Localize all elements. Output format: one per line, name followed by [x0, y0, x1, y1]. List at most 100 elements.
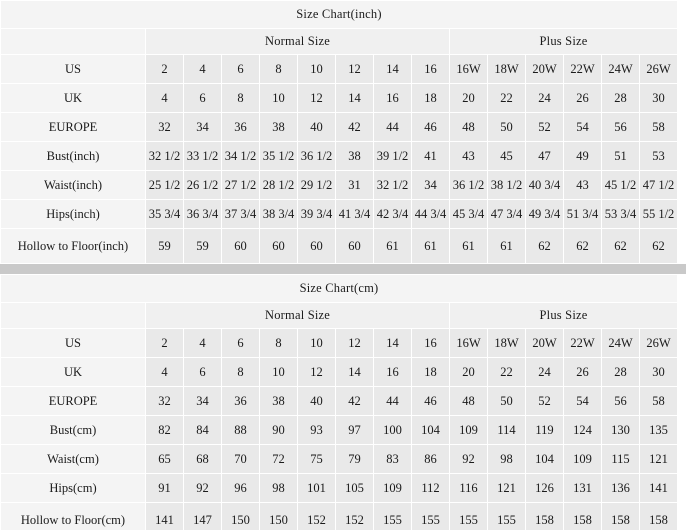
table-cell: 49	[563, 141, 602, 171]
table-cell: 38 3/4	[259, 199, 298, 229]
table-cell: 104	[525, 444, 564, 474]
group-header-corner	[0, 28, 146, 55]
table-cell: 2	[145, 54, 184, 84]
table-cell: 18	[411, 357, 450, 387]
table-cell: 16	[411, 328, 450, 358]
table-cell: 61	[373, 228, 412, 264]
chart-title-row: Size Chart(inch)	[0, 0, 678, 29]
table-cell: 46	[411, 112, 450, 142]
table-cell: 155	[411, 502, 450, 530]
group-header-row: Normal Size Plus Size	[0, 28, 678, 55]
table-cell: 121	[639, 444, 678, 474]
table-cell: 61	[449, 228, 488, 264]
table-cell: 39 3/4	[297, 199, 336, 229]
group-header-plus-size: Plus Size	[449, 302, 678, 329]
table-cell: 109	[563, 444, 602, 474]
table-row: Bust(inch) 32 1/2 33 1/2 34 1/2 35 1/2 36 1/2…	[0, 141, 678, 171]
table-cell: 16W	[449, 328, 488, 358]
table-cell: 24	[525, 83, 564, 113]
table-cell: 40	[297, 386, 336, 416]
table-cell: 38	[335, 141, 374, 171]
table-cell: 97	[335, 415, 374, 445]
table-cell: 115	[601, 444, 640, 474]
table-cell: 70	[221, 444, 260, 474]
table-cell: 116	[449, 473, 488, 503]
chart-title: Size Chart(cm)	[0, 274, 678, 303]
table-cell: 55 1/2	[639, 199, 678, 229]
table-cell: 33 1/2	[183, 141, 222, 171]
table-cell: 44	[373, 386, 412, 416]
table-cell: 90	[259, 415, 298, 445]
table-cell: 35 3/4	[145, 199, 184, 229]
table-cell: 48	[449, 112, 488, 142]
table-row: US 2 4 6 8 10 12 14 16 16W 18W 20W 22W 24W 26W	[0, 328, 678, 358]
chart-separator	[0, 264, 686, 274]
table-cell: 26	[563, 83, 602, 113]
table-cell: 12	[335, 328, 374, 358]
table-cell: 60	[335, 228, 374, 264]
table-cell: 2	[145, 328, 184, 358]
table-cell: 20	[449, 83, 488, 113]
table-cell: 112	[411, 473, 450, 503]
table-row: Hollow to Floor(inch) 59 59 60 60 60 60 61 61 61 6…	[0, 228, 678, 264]
table-cell: 45 1/2	[601, 170, 640, 200]
table-cell: 28 1/2	[259, 170, 298, 200]
table-cell: 18W	[487, 54, 526, 84]
table-cell: 20	[449, 357, 488, 387]
table-cell: 109	[373, 473, 412, 503]
table-cell: 155	[487, 502, 526, 530]
table-cell: 34	[183, 112, 222, 142]
table-cell: 58	[639, 386, 678, 416]
table-cell: 141	[145, 502, 184, 530]
table-cell: 22W	[563, 54, 602, 84]
table-cell: 130	[601, 415, 640, 445]
table-cell: 147	[183, 502, 222, 530]
table-cell: 26W	[639, 54, 678, 84]
table-cell: 56	[601, 112, 640, 142]
table-cell: 36 1/2	[449, 170, 488, 200]
table-cell: 155	[449, 502, 488, 530]
size-chart-cm-table: Size Chart(cm) Normal Size Plus Size US 2 4 6 8…	[0, 274, 678, 530]
table-cell: 60	[259, 228, 298, 264]
table-cell: 20W	[525, 54, 564, 84]
table-cell: 42	[335, 112, 374, 142]
table-cell: 42	[335, 386, 374, 416]
table-cell: 24W	[601, 54, 640, 84]
table-cell: 93	[297, 415, 336, 445]
table-cell: 135	[639, 415, 678, 445]
table-cell: 43	[449, 141, 488, 171]
table-cell: 14	[335, 83, 374, 113]
table-cell: 47 3/4	[487, 199, 526, 229]
table-cell: 31	[335, 170, 374, 200]
table-cell: 12	[335, 54, 374, 84]
table-cell: 62	[601, 228, 640, 264]
table-cell: 10	[297, 54, 336, 84]
table-cell: 20W	[525, 328, 564, 358]
table-row: US 2 4 6 8 10 12 14 16 16W 18W 20W 22W 24W 26W	[0, 54, 678, 84]
row-label: Hips(cm)	[0, 473, 146, 503]
table-cell: 6	[221, 54, 260, 84]
table-cell: 29 1/2	[297, 170, 336, 200]
row-label: UK	[0, 83, 146, 113]
table-cell: 34	[183, 386, 222, 416]
table-cell: 22	[487, 83, 526, 113]
table-row: Hollow to Floor(cm) 141 147 150 150 152 152 155…	[0, 502, 678, 530]
table-cell: 101	[297, 473, 336, 503]
table-cell: 10	[259, 357, 298, 387]
row-label: EUROPE	[0, 386, 146, 416]
table-cell: 24W	[601, 328, 640, 358]
table-cell: 16	[411, 54, 450, 84]
table-cell: 4	[145, 357, 184, 387]
table-cell: 32 1/2	[145, 141, 184, 171]
table-cell: 4	[183, 328, 222, 358]
table-cell: 4	[183, 54, 222, 84]
group-header-corner	[0, 302, 146, 329]
table-cell: 121	[487, 473, 526, 503]
row-label: Waist(cm)	[0, 444, 146, 474]
group-header-plus-size: Plus Size	[449, 28, 678, 55]
table-cell: 158	[601, 502, 640, 530]
group-header-normal-size: Normal Size	[145, 302, 450, 329]
table-cell: 34	[411, 170, 450, 200]
size-chart-inch-table: Size Chart(inch) Normal Size Plus Size US 2 4…	[0, 0, 678, 264]
